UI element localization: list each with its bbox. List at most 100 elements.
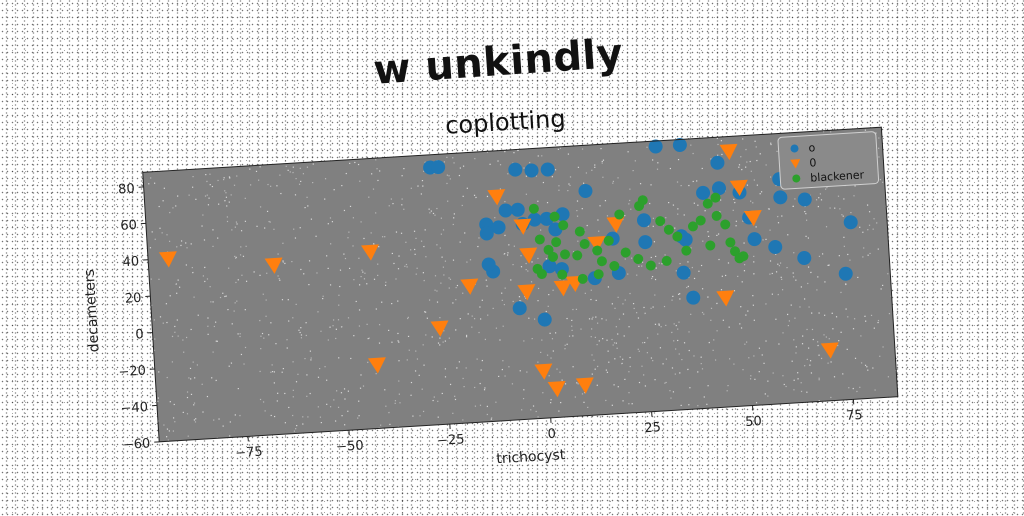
plot-noise-dot [625,299,626,300]
plot-noise-dot [211,377,212,378]
plot-noise-dot [633,170,634,171]
plot-noise-dot [652,276,653,277]
plot-noise-dot [236,175,237,176]
plot-noise-dot [224,200,225,201]
plot-noise-dot [748,357,749,358]
plot-noise-dot [320,417,321,418]
plot-noise-dot [788,325,789,326]
plot-noise-dot [589,318,590,319]
plot-noise-dot [595,369,596,370]
plot-noise-dot [754,379,755,380]
plot-noise-dot [190,378,191,379]
plot-noise-dot [360,221,361,222]
plot-noise-dot [183,412,184,413]
plot-noise-dot [646,147,647,148]
plot-noise-dot [406,264,407,265]
plot-noise-dot [813,339,814,340]
plot-noise-dot [548,294,549,295]
plot-noise-dot [759,371,760,372]
plot-noise-dot [523,389,524,390]
plot-noise-dot [633,303,634,304]
plot-noise-dot [770,143,771,144]
plot-noise-dot [295,178,296,179]
plot-noise-dot [404,266,405,267]
plot-noise-dot [432,336,433,337]
plot-noise-dot [829,207,830,208]
plot-noise-dot [702,312,703,313]
plot-noise-dot [546,311,547,312]
plot-noise-dot [854,318,855,319]
plot-noise-dot [480,405,481,406]
plot-noise-dot [367,362,368,363]
plot-noise-dot [752,295,753,296]
plot-noise-dot [226,205,227,206]
plot-noise-dot [435,275,436,276]
plot-noise-dot [368,338,369,339]
plot-noise-dot [495,402,496,403]
plot-noise-dot [449,287,450,288]
plot-noise-dot [360,388,361,389]
plot-noise-dot [479,306,480,307]
plot-noise-dot [226,197,227,198]
plot-noise-dot [720,199,721,200]
plot-noise-dot [212,186,213,187]
plot-noise-dot [158,371,159,372]
plot-noise-dot [163,323,164,324]
plot-noise-dot [558,190,559,191]
plot-noise-dot [513,301,514,302]
plot-noise-dot [374,279,375,280]
plot-noise-dot [645,313,646,314]
plot-noise-dot [847,349,848,350]
plot-noise-dot [172,361,173,362]
plot-noise-dot [856,391,857,392]
plot-noise-dot [762,354,763,355]
plot-noise-dot [701,357,702,358]
plot-noise-dot [245,347,246,348]
plot-noise-dot [517,150,518,151]
plot-noise-dot [537,362,538,363]
plot-noise-dot [628,392,629,393]
plot-noise-dot [463,386,464,387]
plot-noise-dot [844,246,845,247]
plot-noise-dot [880,179,881,180]
plot-noise-dot [818,312,819,313]
plot-noise-dot [553,350,554,351]
plot-noise-dot [697,405,698,406]
plot-noise-dot [708,236,709,237]
plot-noise-dot [207,326,208,327]
plot-noise-dot [541,339,542,340]
plot-noise-dot [501,293,502,294]
plot-noise-dot [271,415,272,416]
plot-noise-dot [357,417,358,418]
plot-noise-dot [260,206,261,207]
plot-noise-dot [208,198,209,199]
plot-noise-dot [421,241,422,242]
plot-noise-dot [743,242,744,243]
plot-noise-dot [192,176,193,177]
plot-noise-dot [341,392,342,393]
plot-noise-dot [306,374,307,375]
plot-noise-dot [832,313,833,314]
plot-noise-dot [871,315,872,316]
plot-noise-dot [792,361,793,362]
plot-noise-dot [671,332,672,333]
plot-noise-dot [597,219,598,220]
plot-noise-dot [487,406,488,407]
plot-noise-dot [696,180,697,181]
plot-noise-dot [295,428,296,429]
plot-noise-dot [347,411,348,412]
plot-noise-dot [778,294,779,295]
plot-noise-dot [717,144,718,145]
plot-noise-dot [436,244,437,245]
plot-noise-dot [791,304,792,305]
plot-noise-dot [845,308,846,309]
plot-noise-dot [260,348,261,349]
plot-noise-dot [753,256,754,257]
plot-noise-dot [296,425,297,426]
plot-noise-dot [514,246,515,247]
plot-noise-dot [277,253,278,254]
plot-noise-dot [770,144,771,145]
plot-noise-dot [480,318,481,319]
plot-noise-dot [801,382,802,383]
plot-noise-dot [628,326,629,327]
